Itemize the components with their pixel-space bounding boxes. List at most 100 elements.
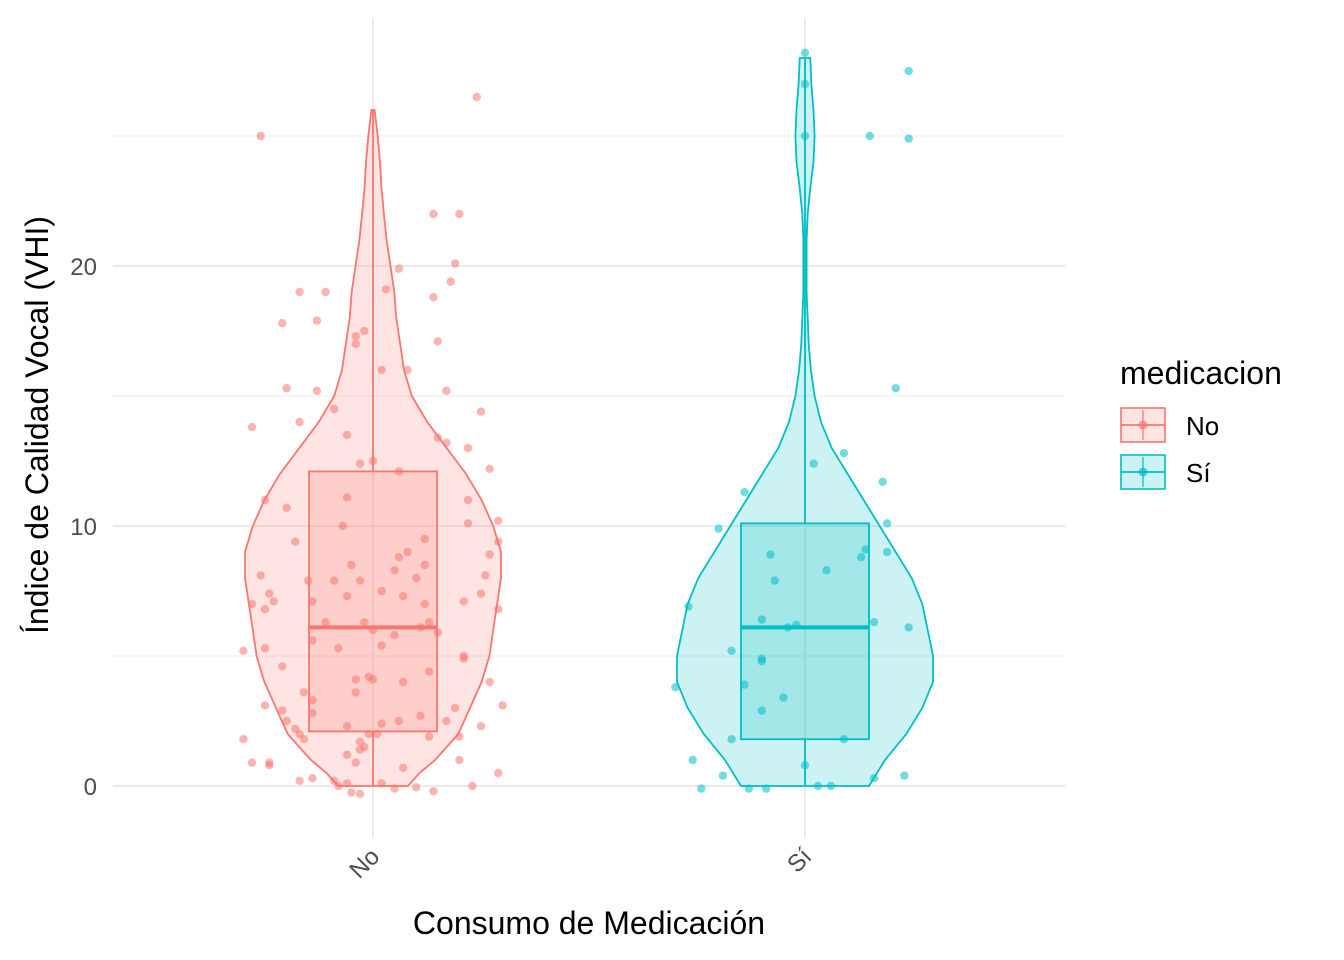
- data-point-No: [347, 788, 356, 797]
- data-point-No: [455, 209, 464, 219]
- data-point-No: [260, 701, 270, 710]
- data-point-No: [304, 576, 313, 585]
- data-point-No: [321, 618, 330, 627]
- data-point-Sí: [761, 784, 771, 793]
- data-point-No: [368, 675, 378, 684]
- data-point-No: [476, 722, 486, 731]
- data-point-Sí: [800, 48, 810, 57]
- data-point-Sí: [727, 646, 736, 655]
- data-point-Sí: [826, 781, 836, 791]
- data-point-No: [412, 783, 421, 792]
- data-point-No: [282, 503, 291, 512]
- box-Sí: [740, 522, 870, 741]
- data-point-Sí: [800, 761, 810, 770]
- legend: medicacion No Sí: [1120, 355, 1282, 490]
- data-point-No: [360, 618, 369, 627]
- data-point-No: [308, 636, 317, 645]
- data-point-No: [420, 560, 430, 570]
- data-point-No: [498, 701, 507, 710]
- data-point-Sí: [809, 459, 818, 468]
- data-point-Sí: [727, 735, 736, 744]
- data-point-No: [390, 566, 399, 575]
- data-point-No: [394, 716, 404, 726]
- data-point-No: [463, 443, 473, 453]
- data-point-No: [377, 586, 386, 596]
- data-point-No: [282, 716, 291, 726]
- data-point-No: [368, 456, 378, 466]
- data-point-No: [494, 768, 503, 778]
- data-point-No: [377, 719, 386, 728]
- data-point-Sí: [900, 771, 909, 780]
- data-point-No: [260, 495, 270, 505]
- data-point-No: [377, 365, 386, 375]
- data-point-No: [403, 365, 412, 375]
- data-point-No: [485, 677, 494, 687]
- data-point-No: [308, 696, 317, 705]
- data-point-No: [295, 287, 304, 297]
- data-point-No: [429, 209, 438, 219]
- data-point-No: [308, 774, 317, 783]
- data-point-No: [429, 787, 438, 796]
- data-point-Sí: [865, 131, 874, 141]
- data-point-No: [485, 464, 494, 473]
- data-point-No: [256, 131, 265, 141]
- data-point-Sí: [697, 784, 706, 793]
- data-point-Sí: [766, 550, 775, 559]
- data-point-Sí: [671, 683, 680, 692]
- data-point-No: [351, 332, 360, 341]
- data-point-Sí: [869, 774, 879, 783]
- data-point-No: [450, 703, 460, 713]
- data-point-No: [291, 537, 300, 546]
- legend-label-No: No: [1186, 411, 1219, 441]
- data-point-No: [433, 433, 442, 442]
- boxplots: [308, 58, 870, 786]
- data-point-No: [342, 430, 352, 440]
- data-point-Sí: [822, 566, 831, 575]
- data-point-No: [360, 742, 369, 752]
- data-point-No: [442, 386, 451, 395]
- data-point-No: [347, 560, 356, 570]
- data-point-No: [355, 576, 365, 585]
- data-point-No: [390, 784, 399, 793]
- data-point-No: [312, 386, 322, 395]
- data-point-No: [278, 662, 287, 671]
- data-point-No: [416, 711, 425, 720]
- data-point-Sí: [757, 657, 766, 666]
- data-point-Sí: [800, 131, 810, 141]
- data-point-No: [351, 688, 360, 697]
- data-point-No: [355, 789, 365, 798]
- data-point-Sí: [757, 615, 766, 624]
- data-point-Sí: [779, 693, 788, 702]
- data-point-No: [377, 641, 386, 650]
- data-point-No: [476, 407, 486, 416]
- data-point-Sí: [839, 735, 849, 744]
- data-point-No: [368, 625, 378, 635]
- data-point-No: [468, 781, 477, 791]
- data-point-No: [412, 573, 421, 583]
- x-tick-label-0: No: [344, 843, 385, 884]
- data-point-No: [459, 654, 468, 663]
- data-point-Sí: [904, 134, 913, 143]
- data-point-No: [450, 259, 460, 268]
- data-point-No: [282, 384, 291, 393]
- data-point-No: [308, 709, 317, 718]
- jitter-points: [239, 48, 913, 798]
- data-point-No: [455, 755, 464, 765]
- data-point-No: [424, 732, 434, 741]
- data-point-No: [355, 459, 365, 468]
- data-point-No: [433, 628, 442, 637]
- data-point-No: [360, 326, 369, 336]
- data-point-No: [299, 735, 309, 744]
- data-point-No: [295, 776, 304, 785]
- data-point-No: [403, 547, 412, 557]
- data-point-No: [239, 735, 248, 744]
- data-point-No: [312, 316, 322, 325]
- data-point-No: [494, 605, 503, 614]
- data-point-Sí: [882, 519, 892, 528]
- data-point-No: [463, 495, 473, 505]
- data-point-No: [381, 285, 391, 294]
- data-point-No: [278, 706, 287, 715]
- data-point-No: [321, 287, 330, 297]
- data-point-No: [351, 675, 360, 684]
